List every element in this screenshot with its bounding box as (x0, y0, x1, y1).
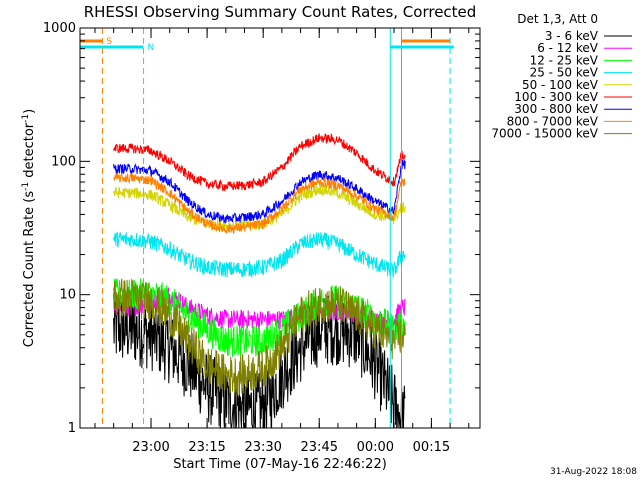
series-line (113, 172, 406, 234)
y-axis-label-part: detector (22, 122, 37, 182)
x-tick-label: 00:15 (413, 440, 450, 455)
x-tick-label: 00:00 (357, 440, 394, 455)
series-line (113, 293, 406, 429)
y-tick-label: 1000 (43, 21, 76, 36)
series-line (113, 278, 406, 396)
footer-timestamp: 31-Aug-2022 18:08 (550, 467, 637, 477)
legend-entry-label: 50 - 100 keV (522, 78, 599, 92)
x-axis-label: Start Time (07-May-16 22:46:22) (173, 457, 387, 472)
series-line (113, 159, 406, 224)
legend-entry-label: 12 - 25 keV (530, 53, 599, 67)
legend-entry-label: 6 - 12 keV (537, 41, 599, 55)
legend-entry-label: 3 - 6 keV (545, 29, 599, 43)
data-layer (113, 133, 406, 429)
chart-title: RHESSI Observing Summary Count Rates, Co… (84, 3, 477, 21)
legend-entry-label: 800 - 7000 keV (507, 114, 599, 128)
y-tick-label: 1 (68, 421, 76, 436)
x-tick-label: 23:00 (132, 440, 169, 455)
legend-entry-label: 7000 - 15000 keV (491, 127, 598, 141)
flag-markers: SN (79, 28, 454, 428)
y-tick-label: 100 (51, 154, 76, 169)
y-axis-label: Corrected Count Rate (s-1 detector-1) (21, 109, 37, 347)
y-axis-label-part: Corrected Count Rate (s (22, 191, 37, 348)
y-axis-label-part: ) (22, 109, 37, 114)
series-line (113, 133, 406, 193)
x-tick-label: 23:45 (301, 440, 338, 455)
x-tick-label: 23:30 (244, 440, 281, 455)
axes: 1 10 100 1000 23:00 23:15 23:30 23:45 00:00 00:15 (43, 21, 480, 455)
x-tick-label: 23:15 (188, 440, 225, 455)
y-tick-label: 10 (59, 288, 76, 303)
y-axis-label-exponent: -1 (21, 182, 31, 191)
series-line (113, 184, 406, 232)
legend-entry-label: 100 - 300 keV (514, 90, 598, 104)
y-axis-label-exponent: -1 (21, 114, 31, 123)
series-line (113, 231, 406, 279)
flag-label: N (148, 43, 155, 53)
legend-title: Det 1,3, Att 0 (517, 12, 598, 26)
legend-entry-label: 25 - 50 keV (530, 66, 599, 80)
plot-frame (79, 27, 481, 429)
legend-entry-label: 300 - 800 keV (514, 102, 598, 116)
flag-label: S (106, 37, 112, 47)
